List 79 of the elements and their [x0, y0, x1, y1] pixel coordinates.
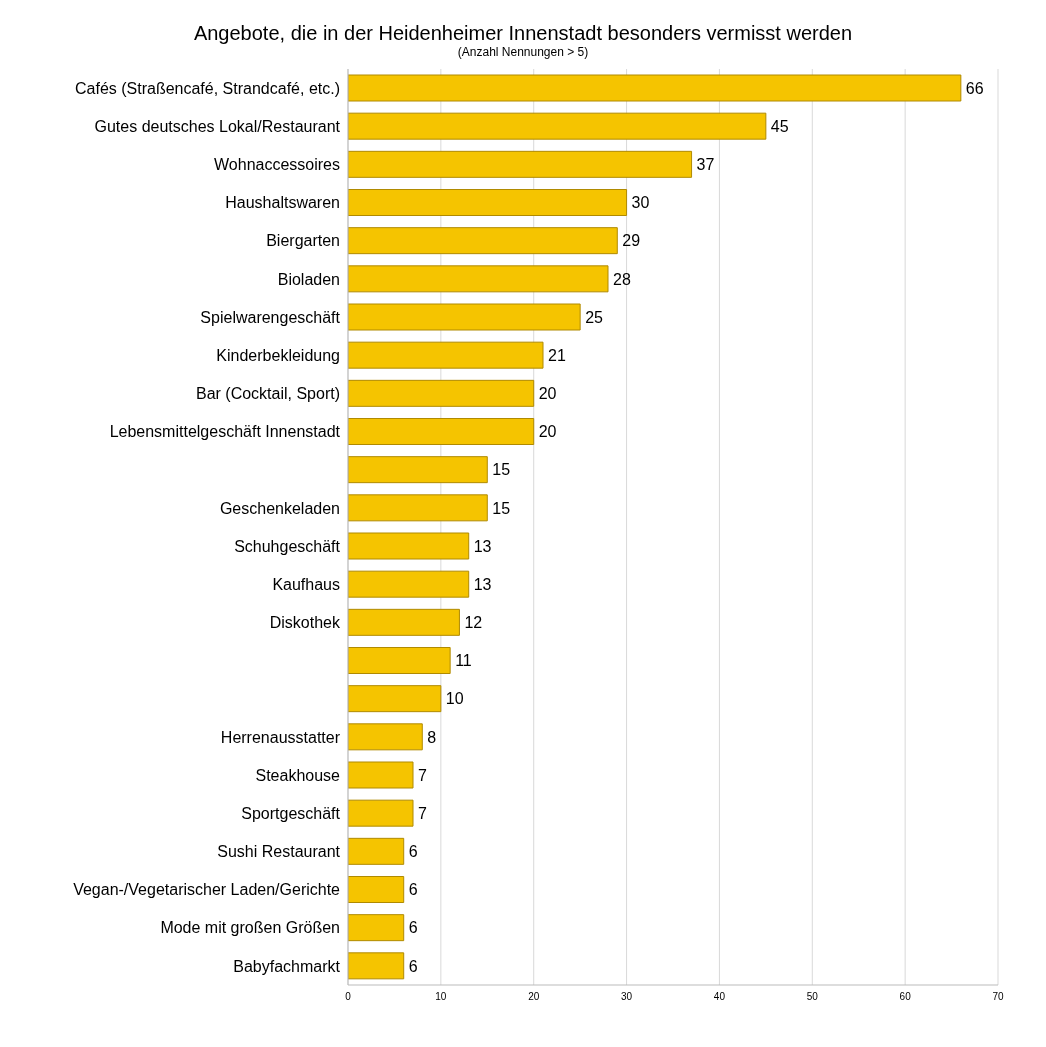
- bar: [348, 837, 405, 865]
- x-tick-label: 20: [528, 991, 540, 1003]
- y-tick-label: Kinderbekleidung: [216, 346, 340, 364]
- x-tick-label: 30: [621, 991, 633, 1003]
- y-tick-label: Schuhgeschäft: [234, 537, 341, 555]
- bar: [348, 608, 460, 636]
- bar: [348, 341, 544, 369]
- bar: [348, 570, 470, 598]
- bar: [348, 685, 442, 713]
- y-tick-label: Haushaltswaren: [225, 194, 340, 212]
- data-label: 6: [408, 919, 418, 937]
- x-tick-label: 10: [435, 991, 447, 1003]
- bar: [348, 150, 693, 178]
- y-tick-label: Bar (Cocktail, Sport): [195, 385, 340, 403]
- bar: [348, 303, 581, 331]
- data-label: 11: [455, 652, 472, 670]
- x-tick-label: 50: [806, 991, 819, 1003]
- bar: [348, 876, 405, 903]
- bar: [348, 723, 423, 751]
- y-tick-label: Bioladen: [277, 270, 340, 288]
- y-tick-label: Mode mit großen Größen: [160, 919, 340, 937]
- data-label: 30: [631, 194, 650, 212]
- x-tick-label: 40: [713, 991, 726, 1003]
- data-label: 15: [492, 499, 511, 517]
- bar: [348, 456, 488, 484]
- y-tick-label: Lebensmittelgeschäft Innenstadt: [109, 423, 341, 441]
- data-label: 7: [418, 766, 427, 784]
- y-tick-label: Sportgeschäft: [241, 804, 341, 822]
- y-tick-label: Gutes deutsches Lokal/Restaurant: [94, 117, 341, 135]
- data-label: 21: [548, 346, 566, 364]
- y-tick-label: Babyfachmarkt: [233, 957, 341, 975]
- data-label: 29: [622, 232, 641, 250]
- data-label: 13: [473, 537, 492, 555]
- bar: [348, 761, 414, 789]
- y-tick-label: Kaufhaus: [272, 575, 340, 593]
- bar: [348, 532, 470, 560]
- bar: [348, 914, 405, 942]
- y-tick-label: Wohnaccessoires: [214, 156, 340, 174]
- data-label: 20: [538, 423, 557, 441]
- y-tick-label: Cafés (Straßencafé, Strandcafé, etc.): [74, 79, 340, 97]
- y-tick-label: Herrenausstatter: [220, 728, 341, 746]
- bar: [348, 494, 488, 522]
- x-tick-label: 60: [899, 991, 912, 1003]
- bar: [348, 379, 535, 407]
- data-label: 6: [408, 881, 418, 899]
- data-label: 15: [492, 461, 511, 479]
- bar: [348, 189, 628, 216]
- data-label: 10: [445, 690, 464, 708]
- data-label: 20: [538, 385, 557, 403]
- x-tick-label: 70: [992, 991, 1004, 1003]
- data-label: 37: [696, 156, 715, 174]
- data-label: 6: [408, 957, 418, 975]
- chart-title: Angebote, die in der Heidenheimer Innenstadt besonders vermisst werden: [192, 21, 854, 45]
- data-label: 6: [408, 843, 418, 861]
- y-tick-label: Diskothek: [269, 614, 341, 632]
- bar: [348, 265, 609, 293]
- bar: [348, 74, 962, 102]
- data-label: 8: [427, 728, 437, 746]
- x-tick-label: 0: [345, 991, 352, 1003]
- bar: [348, 647, 451, 674]
- data-label: 13: [473, 575, 492, 593]
- bar: [348, 227, 618, 255]
- y-tick-label: Spielwarengeschäft: [200, 308, 341, 326]
- chart-subtitle: (Anzahl Nennungen > 5): [456, 45, 590, 59]
- y-tick-label: Vegan-/Vegetarischer Laden/Gerichte: [73, 881, 341, 899]
- bar: [348, 799, 414, 827]
- data-label: 12: [464, 614, 483, 632]
- data-label: 25: [585, 308, 604, 326]
- data-label: 45: [770, 117, 789, 135]
- data-label: 66: [965, 79, 984, 97]
- bar: [348, 952, 405, 980]
- data-label: 28: [613, 270, 631, 288]
- bar: [348, 418, 535, 445]
- y-tick-label: Steakhouse: [255, 766, 341, 784]
- y-tick-label: Sushi Restaurant: [217, 843, 341, 861]
- data-label: 7: [418, 804, 427, 822]
- y-tick-label: Biergarten: [266, 232, 340, 250]
- bar: [348, 112, 767, 140]
- y-tick-label: Geschenkeladen: [219, 499, 340, 517]
